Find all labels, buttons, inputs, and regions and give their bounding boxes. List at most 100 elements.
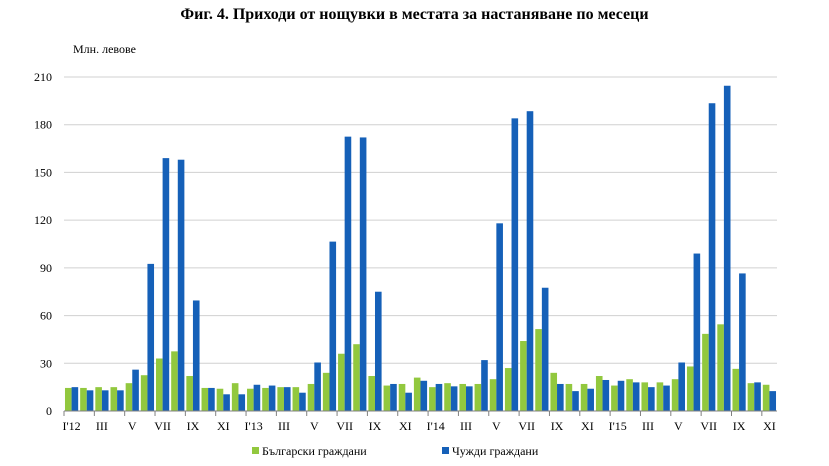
bar [231,383,239,411]
bar [708,103,716,411]
bar [253,384,261,411]
bar [429,387,436,411]
x-tick-label: IX [187,419,200,433]
bar [587,388,594,411]
y-tick-label: 180 [34,118,52,132]
bar [632,382,640,411]
legend-swatch-bulgarian [252,447,259,454]
bar-layer [64,85,777,411]
bar [572,391,579,411]
bar [117,390,124,411]
bar [322,372,330,411]
x-tick-label: III [96,419,108,433]
legend: Български граждани Чужди граждани [252,444,539,458]
bar [663,385,670,411]
bar [95,387,102,411]
chart-title: Фиг. 4. Приходи от нощувки в местата за … [180,6,649,23]
legend-swatch-foreign [442,447,449,454]
x-tick-label: VII [518,419,535,433]
x-tick-label: V [492,419,501,433]
x-tick-label: I'15 [609,419,627,433]
bar [602,379,610,411]
bar [80,387,87,411]
bar [177,159,185,411]
bar [292,387,300,411]
bar [359,137,367,411]
bar [671,379,679,411]
bar [580,383,588,411]
bar [110,387,118,411]
bar [223,394,230,411]
bar [353,344,360,411]
bar [754,382,761,411]
bar [466,386,473,411]
bar [329,241,337,411]
bar [678,362,685,411]
y-axis-unit-label: Млн. левове [73,42,136,56]
bar [398,383,406,411]
y-tick-label: 0 [46,404,52,418]
bar [344,136,352,411]
bar [686,366,694,411]
legend-label-foreign: Чужди граждани [452,444,539,458]
bar [648,387,655,411]
x-tick-label: IX [733,419,746,433]
bar [723,85,731,411]
bar [762,384,770,411]
bar [71,387,79,411]
bar [489,379,497,411]
bar [268,385,276,411]
bar [314,362,321,411]
bar [641,382,649,411]
x-tick-label: I'13 [245,419,263,433]
bar [520,341,527,411]
bar [156,358,163,411]
bar [368,376,375,411]
y-tick-label: 210 [34,70,52,84]
bar [86,390,94,411]
x-tick-label: XI [581,419,594,433]
bar [390,383,397,411]
x-tick-label: V [128,419,137,433]
x-tick-label: III [278,419,290,433]
bar [299,392,306,411]
bar [238,394,246,411]
bar [247,388,254,411]
bar [262,387,269,411]
bar [140,375,148,411]
bar [474,383,482,411]
bar [420,380,428,411]
bar [186,376,193,411]
bar [511,118,519,411]
bar [208,387,215,411]
bar [496,223,503,411]
bar [338,353,345,411]
bar [693,253,701,411]
bar [201,387,209,411]
bar [125,383,133,411]
bar [656,382,664,411]
bar [307,383,315,411]
bar [64,387,72,411]
x-tick-label: III [460,419,472,433]
x-tick-label: IX [369,419,382,433]
bar [435,383,443,411]
bar [162,158,170,411]
bar [283,387,291,411]
x-tick-label: VII [700,419,717,433]
bar [526,111,534,411]
bar [732,368,740,411]
bar [405,392,412,411]
bar [550,372,558,411]
x-tick-label: V [674,419,683,433]
x-tick-label: XI [763,419,776,433]
bar [192,300,200,411]
x-tick-label: VII [336,419,353,433]
grid-layer [64,76,777,412]
x-tick-label: XI [217,419,230,433]
bar [450,386,458,411]
x-tick-label: IX [551,419,564,433]
bar [277,387,284,411]
bar [481,360,488,411]
